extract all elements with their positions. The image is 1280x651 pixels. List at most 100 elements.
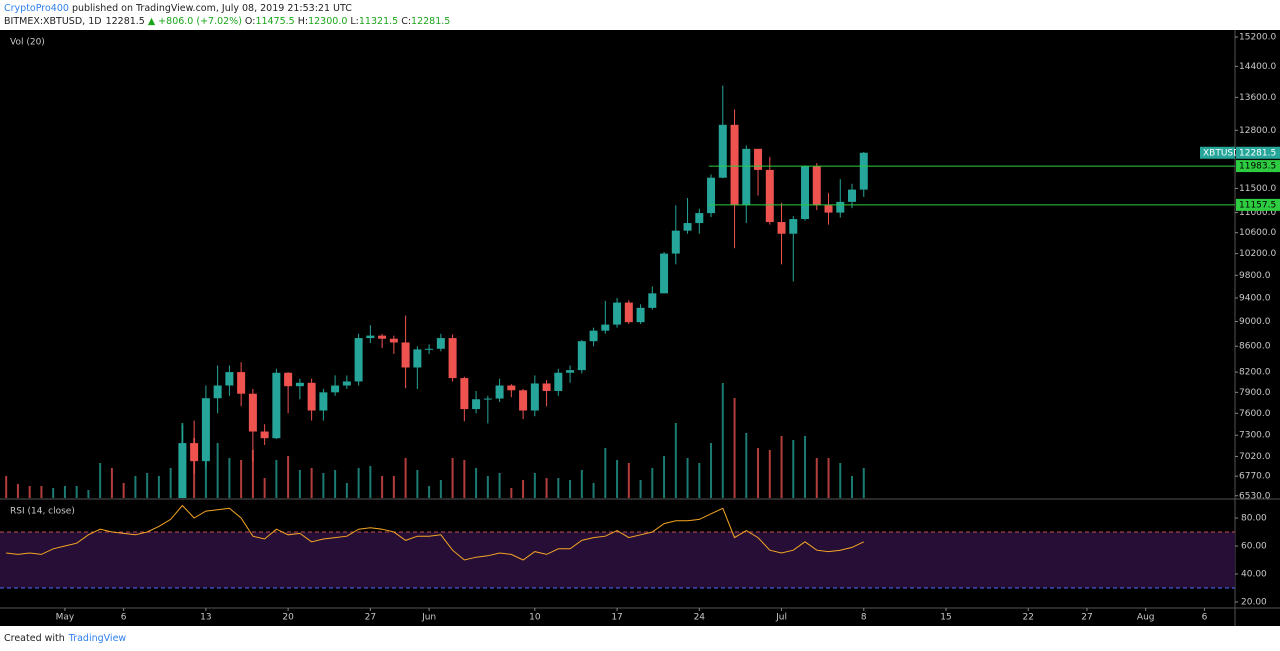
y-tick-label: 15200.0 [1239,32,1276,42]
y-tick-label: 6770.0 [1239,472,1271,482]
y-tick-label: 6530.0 [1239,491,1271,501]
candle-body [613,302,622,325]
candle-body [436,338,445,349]
volume-bar [745,433,748,498]
candle-body [777,222,786,234]
y-tick-label: 7900.0 [1239,388,1271,398]
candle-body [354,338,363,382]
volume-bar [428,486,431,498]
y-tick-label: 14400.0 [1239,62,1276,72]
x-tick-label: 20 [282,613,294,623]
volume-bar [392,476,395,498]
candle-body [425,348,434,350]
candle-body [836,201,845,213]
candle-body [859,152,868,190]
volume-bar [862,468,865,498]
y-tick-label: 7300.0 [1239,431,1271,441]
footer-created: Created with TradingView [4,633,126,644]
volume-bar [651,468,654,498]
candle-body [178,443,187,498]
candle-body [566,370,575,373]
candle-body [695,213,704,224]
volume-bar [298,470,301,498]
volume-bar [63,486,66,498]
volume-bar [557,478,560,498]
candle-body [272,372,281,439]
volume-bar [310,468,313,498]
last-symbol: XBTUSD [1203,148,1240,158]
volume-bar [251,450,254,498]
y-tick-label: 10200.0 [1239,249,1276,259]
y-tick-label: 10600.0 [1239,228,1276,238]
symbol: BITMEX:XBTUSD, 1D [4,16,102,27]
candle-body [754,148,763,170]
candle-body [577,341,586,371]
x-tick-label: 8 [861,613,867,623]
y-tick-label: 13600.0 [1239,93,1276,103]
candle-body [801,166,810,220]
candle-body [483,398,492,400]
volume-bar [510,488,513,498]
volume-bar [604,448,607,498]
candle-body [554,372,563,391]
candle-body [460,378,469,410]
volume-bar [52,488,55,498]
volume-bar [804,436,807,498]
candle-body [378,335,387,339]
header-line-1: CryptoPro400 published on TradingView.com… [4,3,352,14]
volume-bar [146,473,149,498]
candle-body [742,148,751,206]
author-link[interactable]: CryptoPro400 [4,3,69,14]
open-label: O: [245,16,256,27]
candle-body [660,253,669,294]
brand[interactable]: TradingView [68,633,127,644]
high: 12300.0 [308,16,347,27]
last-price-label: 12281.5 [1239,148,1276,158]
candle-body [237,372,246,394]
x-tick-label: 13 [200,613,211,623]
y-tick-label: 9000.0 [1239,317,1271,327]
x-tick-label: 15 [940,613,951,623]
x-tick-label: Jun [421,613,436,623]
candle-body [648,293,657,308]
x-tick-label: 22 [1023,613,1034,623]
volume-bar [486,476,489,498]
candle-body [366,335,375,339]
volume-bar [87,490,90,498]
candle-body [495,385,504,399]
candle-body [519,390,528,411]
low: 11321.5 [359,16,398,27]
y-tick-label: 11500.0 [1239,184,1276,194]
volume-bar [28,486,31,498]
y-tick-label: 11000.0 [1239,208,1276,218]
y-tick-label: 8600.0 [1239,342,1271,352]
level-tag-label: 11157.5 [1239,200,1276,210]
x-tick-label: Jul [775,613,787,623]
chart-background [0,30,1280,626]
candle-body [295,382,304,387]
volume-bar [792,440,795,498]
volume-bar [580,470,583,498]
candle-body [718,124,727,178]
candle-body [307,382,316,411]
y-tick-label: 7020.0 [1239,452,1271,462]
candle-body [624,302,633,323]
x-tick-label: Aug [1137,613,1155,623]
price: 12281.5 [106,16,145,27]
volume-bar [99,463,102,498]
volume-bar [663,456,666,498]
volume-bar [686,458,689,498]
candle-body [319,392,328,411]
volume-bar [381,476,384,498]
volume-bar [592,483,595,498]
header-line-2: BITMEX:XBTUSD, 1D 12281.5 ▲ +806.0 (+7.02%… [4,16,450,27]
volume-bar [463,460,466,498]
volume-bar [815,458,818,498]
volume-label: Vol (20) [10,38,45,48]
volume-bar [228,458,231,498]
volume-bar [110,468,113,498]
x-tick-label: 27 [1081,613,1092,623]
candle-body [201,398,210,462]
y-tick-label: 12800.0 [1239,126,1276,136]
